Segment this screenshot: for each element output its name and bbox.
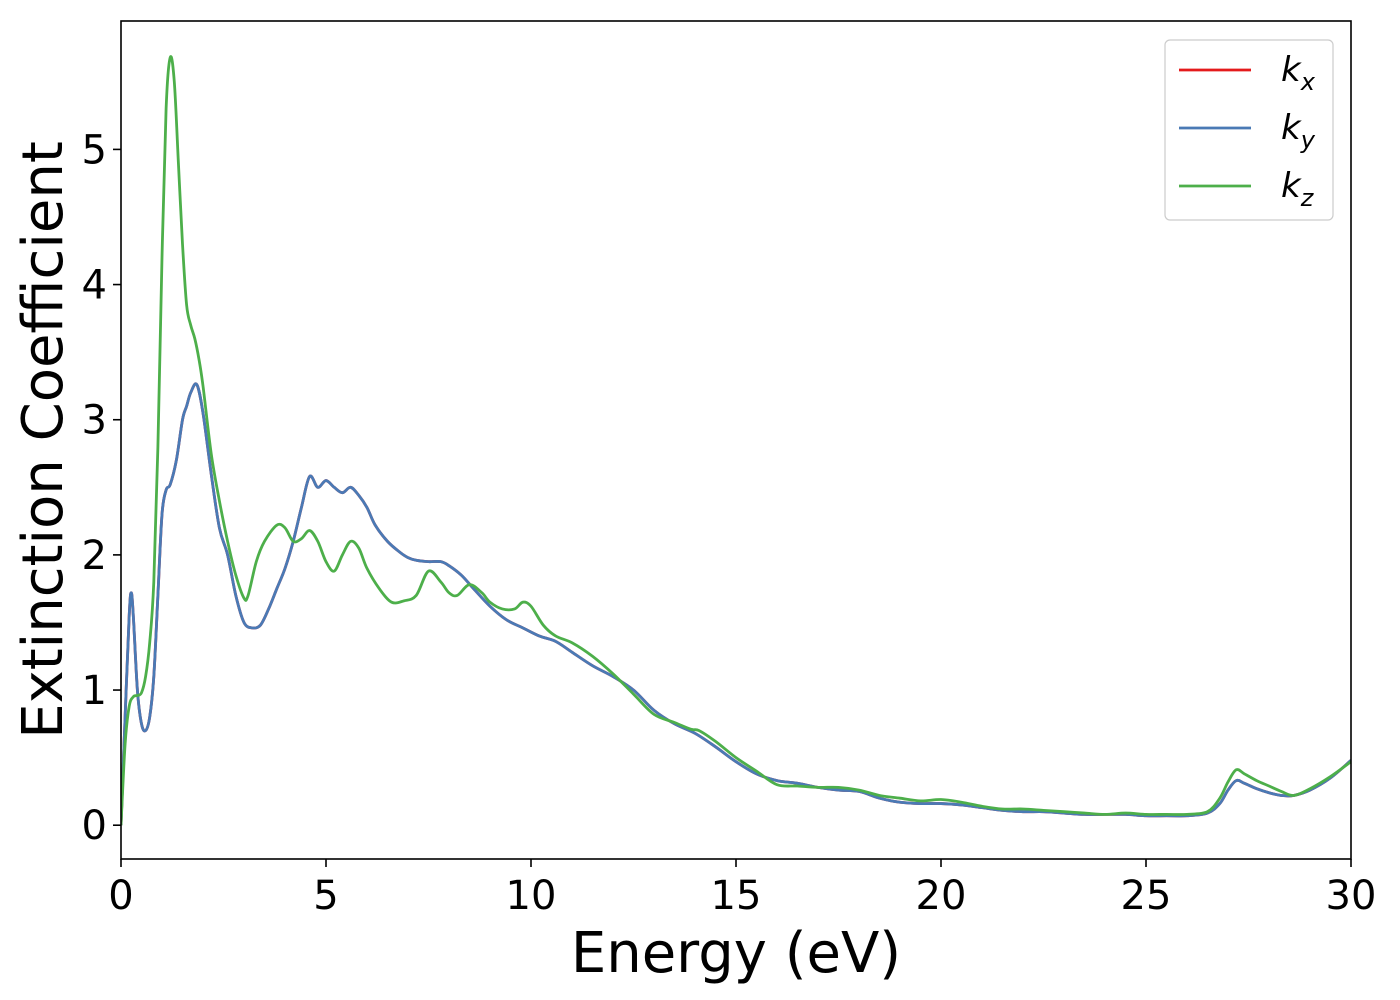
- y-axis-title: Extinction Coefficient: [11, 141, 76, 739]
- x-tick-label: 20: [916, 873, 967, 919]
- x-tick-label: 5: [313, 873, 338, 919]
- x-axis: 0 5 10 15 20 25 30: [108, 859, 1376, 919]
- y-tick-label: 4: [82, 263, 107, 309]
- x-tick-label: 0: [108, 873, 133, 919]
- y-tick-label: 0: [82, 803, 107, 849]
- x-tick-label: 15: [711, 873, 762, 919]
- legend-label-kz: kz: [1281, 166, 1315, 212]
- y-tick-label: 1: [82, 668, 107, 714]
- series-layer: [121, 55, 1351, 826]
- legend-label-ky: ky: [1281, 108, 1316, 154]
- plot-background: [121, 21, 1351, 859]
- x-tick-label: 10: [506, 873, 557, 919]
- legend-label-kx: kx: [1281, 50, 1316, 96]
- series-line-kz: [121, 55, 1351, 826]
- legend-box: [1164, 39, 1334, 221]
- y-tick-label: 3: [82, 398, 107, 444]
- y-tick-label: 2: [82, 533, 107, 579]
- y-axis: 0 1 2 3 4 5: [82, 127, 121, 849]
- x-tick-label: 30: [1326, 873, 1377, 919]
- y-tick-label: 5: [82, 127, 107, 173]
- x-axis-title: Energy (eV): [571, 921, 901, 986]
- x-tick-label: 25: [1121, 873, 1172, 919]
- legend: kx ky kz: [1164, 39, 1334, 221]
